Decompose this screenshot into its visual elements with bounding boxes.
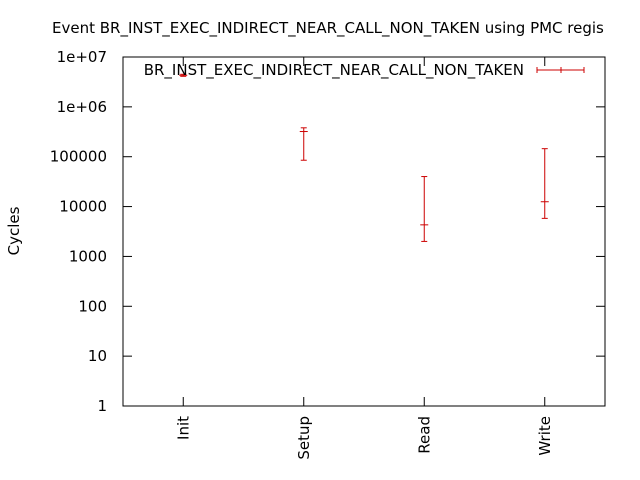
y-tick-label: 10 [88, 347, 107, 365]
x-tick-label: Setup [295, 416, 313, 460]
x-tick-label: Write [536, 416, 554, 456]
plot-frame [122, 56, 606, 407]
y-axis-label: Cycles [5, 206, 23, 255]
legend-label: BR_INST_EXEC_INDIRECT_NEAR_CALL_NON_TAKE… [144, 61, 524, 80]
error-bar [299, 127, 308, 161]
x-axis: Init Setup Read Write [174, 57, 554, 460]
x-tick-label: Init [174, 416, 192, 440]
series-layer [179, 73, 549, 242]
error-bar [179, 73, 188, 77]
x-tick-label: Read [415, 416, 433, 454]
error-bar [540, 148, 549, 219]
y-tick-label: 100 [78, 297, 107, 315]
error-bar [420, 176, 429, 242]
legend: BR_INST_EXEC_INDIRECT_NEAR_CALL_NON_TAKE… [144, 61, 585, 80]
y-axis: 1 10 100 1000 10000 100000 1e+06 1e+07 [50, 48, 605, 415]
chart-title: Event BR_INST_EXEC_INDIRECT_NEAR_CALL_NO… [52, 19, 604, 38]
y-tick-label: 1e+06 [57, 98, 107, 116]
y-tick-label: 1 [97, 397, 107, 415]
legend-sample [536, 67, 585, 73]
y-tick-label: 1e+07 [57, 48, 107, 66]
y-tick-label: 100000 [50, 148, 107, 166]
y-tick-label: 10000 [59, 198, 107, 216]
y-tick-label: 1000 [69, 247, 107, 265]
